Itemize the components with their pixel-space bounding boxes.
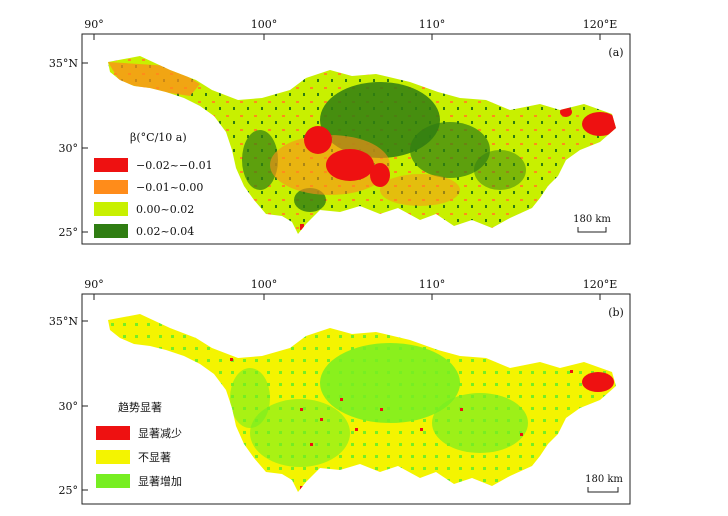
map-a-frame <box>81 33 631 245</box>
panel-a-label: (a) <box>608 46 623 59</box>
basin-a <box>108 56 616 234</box>
scale-b-bar <box>587 487 619 493</box>
legend-b-label-3: 显著增加 <box>138 474 182 488</box>
legend-a: −0.02~−0.01 −0.01~0.00 0.00~0.02 0.02~0.… <box>94 158 213 238</box>
lat-tick-30-b: 30° <box>59 400 79 413</box>
scale-b-label: 180 km <box>585 474 623 485</box>
lat-tick-30: 30° <box>59 142 79 155</box>
legend-b-swatch-3 <box>96 474 130 488</box>
legend-a-swatch-3 <box>94 202 128 216</box>
legend-a-swatch-2 <box>94 180 128 194</box>
lon-tick-110-b: 110° <box>419 278 446 291</box>
legend-b-label-2: 不显著 <box>138 450 171 464</box>
legend-b-swatch-1 <box>96 426 130 440</box>
lon-tick-120: 120°E <box>583 18 618 31</box>
panel-b-label: (b) <box>608 306 624 319</box>
lon-tick-90-b: 90° <box>84 278 104 291</box>
map-panel-a: 90° 100° 110° 120°E 35°N 30° 25° <box>49 18 631 245</box>
lon-tick-100-b: 100° <box>251 278 278 291</box>
lat-tick-35: 35°N <box>49 57 78 70</box>
scale-a-label: 180 km <box>573 214 611 225</box>
lon-tick-120-b: 120°E <box>583 278 618 291</box>
legend-a-label-2: −0.01~0.00 <box>136 181 203 194</box>
legend-b-swatch-2 <box>96 450 130 464</box>
legend-a-label-1: −0.02~−0.01 <box>136 159 213 172</box>
legend-b-label-1: 显著减少 <box>138 426 182 440</box>
map-b-frame <box>81 293 631 505</box>
basin-b <box>108 314 616 492</box>
legend-a-title: β(°C/10 a) <box>130 131 187 144</box>
legend-a-label-4: 0.02~0.04 <box>136 225 194 238</box>
lon-tick-110: 110° <box>419 18 446 31</box>
map-b-svg: 90° 100° 110° 120°E 35°N 30° 25° <box>49 278 631 505</box>
lat-tick-25-b: 25° <box>59 484 79 497</box>
lat-tick-35-b: 35°N <box>49 315 78 328</box>
lat-tick-25: 25° <box>59 226 79 239</box>
map-a-svg: 90° 100° 110° 120°E 35°N 30° 25° <box>49 18 631 245</box>
legend-a-swatch-1 <box>94 158 128 172</box>
scale-a-bar <box>577 227 607 233</box>
legend-b-title: 趋势显著 <box>118 400 162 414</box>
legend-b: 显著减少 不显著 显著增加 <box>96 426 182 488</box>
lon-tick-100: 100° <box>251 18 278 31</box>
legend-a-swatch-4 <box>94 224 128 238</box>
map-panel-b: 90° 100° 110° 120°E 35°N 30° 25° <box>0 258 728 516</box>
lon-tick-90: 90° <box>84 18 104 31</box>
legend-a-label-3: 0.00~0.02 <box>136 203 194 216</box>
